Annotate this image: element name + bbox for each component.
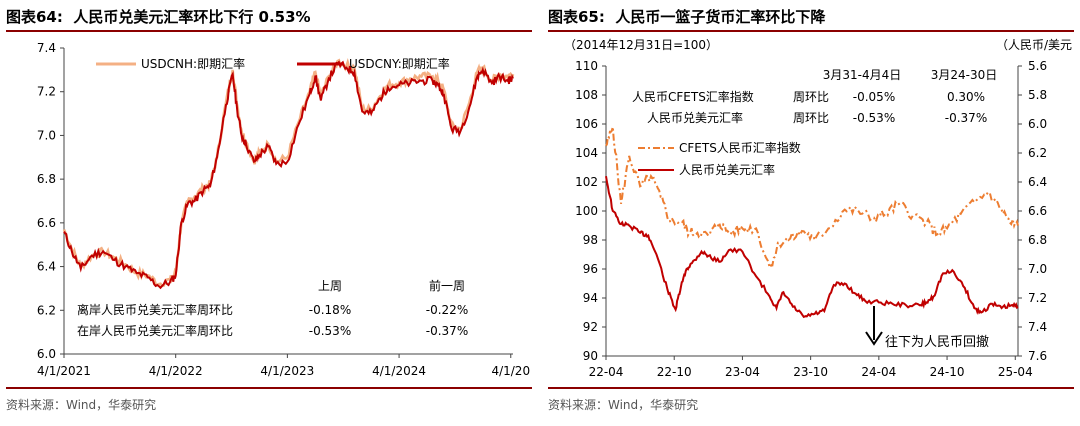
down-arrow-icon bbox=[865, 331, 883, 346]
left-y-tick-label: 100 bbox=[575, 204, 598, 218]
x-tick-label: 24-10 bbox=[930, 365, 965, 379]
left-y-tick-label: 110 bbox=[575, 59, 598, 73]
table-value-current-week: -0.53% bbox=[853, 111, 895, 125]
y-tick-label: 7.4 bbox=[37, 41, 56, 55]
x-tick-label: 4/1/2021 bbox=[37, 364, 91, 378]
right-y-tick-label: 6.6 bbox=[1028, 204, 1047, 218]
x-tick-label: 4/1/20 bbox=[491, 364, 530, 378]
table-row-sub-label: 周环比 bbox=[793, 90, 829, 104]
table-header-prior-week: 3月24-30日 bbox=[931, 68, 998, 82]
y-tick-label: 6.2 bbox=[37, 303, 56, 317]
y-tick-label: 6.0 bbox=[37, 347, 56, 361]
left-y-tick-label: 96 bbox=[583, 262, 598, 276]
table-value-prior-week: -0.37% bbox=[426, 324, 468, 338]
left-title-text: 人民币兑美元汇率环比下行 0.53% bbox=[73, 8, 311, 26]
x-tick-label: 25-04 bbox=[998, 365, 1033, 379]
x-tick-label: 22-04 bbox=[589, 365, 624, 379]
right-y-tick-label: 6.0 bbox=[1028, 117, 1047, 131]
right-y-tick-label: 7.4 bbox=[1028, 320, 1047, 334]
right-y-tick-label: 7.6 bbox=[1028, 349, 1047, 363]
table-value-last-week: -0.18% bbox=[309, 303, 351, 317]
y-tick-label: 6.4 bbox=[37, 260, 56, 274]
series-line-cny bbox=[605, 176, 1019, 319]
x-tick-label: 23-10 bbox=[793, 365, 828, 379]
right-title-text: 人民币一篮子货币汇率环比下降 bbox=[615, 8, 826, 26]
left-y-tick-label: 94 bbox=[583, 291, 598, 305]
right-title-rule bbox=[548, 30, 1074, 32]
left-y-tick-label: 102 bbox=[575, 175, 598, 189]
right-line-chart: （2014年12月31日=100） （人民币/美元 90 92 94 96 98 100 102… bbox=[564, 38, 1072, 379]
left-y-tick-label: 90 bbox=[583, 349, 598, 363]
left-source-note: 资料来源：Wind，华泰研究 bbox=[6, 398, 157, 412]
left-chart-panel: 图表64: 人民币兑美元汇率环比下行 0.53% 6.0 6.2 6.4 6.6 6.8… bbox=[0, 0, 538, 426]
right-y-tick-label: 6.4 bbox=[1028, 175, 1047, 189]
left-chart-title: 图表64: 人民币兑美元汇率环比下行 0.53% bbox=[6, 6, 311, 27]
y-tick-label: 7.0 bbox=[37, 128, 56, 142]
legend-label-usdcny: USDCNY:即期汇率 bbox=[349, 56, 450, 71]
x-tick-label: 4/1/2022 bbox=[149, 364, 203, 378]
arrow-annotation: 往下为人民币回撤 bbox=[885, 334, 989, 350]
x-tick-label: 24-04 bbox=[861, 365, 896, 379]
right-y-tick-label: 6.8 bbox=[1028, 233, 1047, 247]
table-value-prior-week: -0.22% bbox=[426, 303, 468, 317]
left-line-chart: 6.0 6.2 6.4 6.6 6.8 7.0 7.2 7.4 4/1/2021 4/1/2022… bbox=[37, 41, 530, 378]
table-row-sub-label: 周环比 bbox=[793, 111, 829, 125]
legend-label-cny: 人民币兑美元汇率 bbox=[679, 162, 775, 177]
table-header-last-week: 上周 bbox=[318, 279, 342, 293]
series-line-usdcny bbox=[63, 60, 514, 290]
left-y-tick-label: 104 bbox=[575, 146, 598, 160]
right-chart-panel: 图表65: 人民币一篮子货币汇率环比下降 （2014年12月31日=100） （人… bbox=[542, 0, 1080, 426]
y-tick-label: 7.2 bbox=[37, 85, 56, 99]
table-header-prior-week: 前一周 bbox=[429, 278, 465, 293]
table-value-prior-week: 0.30% bbox=[947, 90, 985, 104]
right-y-tick-label: 5.8 bbox=[1028, 88, 1047, 102]
x-tick-label: 4/1/2024 bbox=[372, 364, 426, 378]
y-tick-label: 6.8 bbox=[37, 172, 56, 186]
unit-note: （人民币/美元 bbox=[996, 38, 1072, 52]
y-tick-label: 6.6 bbox=[37, 216, 56, 230]
table-value-prior-week: -0.37% bbox=[945, 111, 987, 125]
series-line-usdcnh bbox=[62, 58, 515, 288]
left-title-rule bbox=[6, 30, 532, 32]
left-source-rule bbox=[6, 387, 532, 389]
x-tick-label: 4/1/2023 bbox=[260, 364, 314, 378]
right-chart-title: 图表65: 人民币一篮子货币汇率环比下降 bbox=[548, 6, 825, 27]
right-y-tick-label: 5.6 bbox=[1028, 59, 1047, 73]
left-y-tick-label: 92 bbox=[583, 320, 598, 334]
left-figure-label: 图表64: bbox=[6, 8, 63, 26]
legend-label-usdcnh: USDCNH:即期汇率 bbox=[141, 56, 245, 71]
right-y-tick-label: 7.0 bbox=[1028, 262, 1047, 276]
table-header-current-week: 3月31-4月4日 bbox=[823, 68, 902, 82]
series-line-cfets bbox=[605, 126, 1019, 271]
table-row-label: 人民币CFETS汇率指数 bbox=[632, 89, 754, 104]
base-note: （2014年12月31日=100） bbox=[564, 38, 718, 52]
legend-label-cfets: CFETS人民币汇率指数 bbox=[679, 140, 801, 155]
left-y-tick-label: 106 bbox=[575, 117, 598, 131]
right-source-note: 资料来源：Wind，华泰研究 bbox=[548, 398, 699, 412]
table-row-label: 离岸人民币兑美元汇率周环比 bbox=[77, 302, 233, 317]
x-tick-label: 23-04 bbox=[725, 365, 760, 379]
table-row-label: 在岸人民币兑美元汇率周环比 bbox=[77, 323, 233, 338]
table-row-label: 人民币兑美元汇率 bbox=[647, 110, 743, 125]
left-y-tick-label: 98 bbox=[583, 233, 598, 247]
left-y-tick-label: 108 bbox=[575, 88, 598, 102]
table-value-last-week: -0.53% bbox=[309, 324, 351, 338]
right-y-tick-label: 7.2 bbox=[1028, 291, 1047, 305]
table-value-current-week: -0.05% bbox=[853, 90, 895, 104]
right-y-tick-label: 6.2 bbox=[1028, 146, 1047, 160]
right-figure-label: 图表65: bbox=[548, 8, 605, 26]
right-source-rule bbox=[548, 387, 1074, 389]
x-tick-label: 22-10 bbox=[657, 365, 692, 379]
